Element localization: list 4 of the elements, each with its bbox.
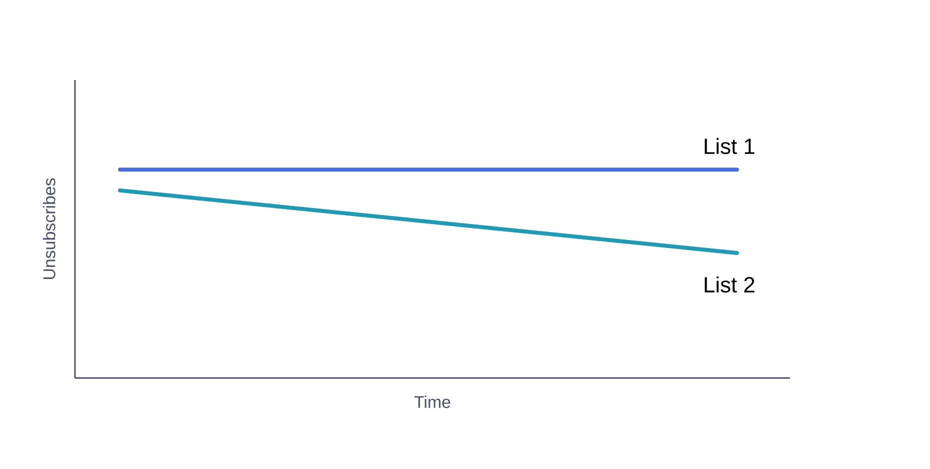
x-axis-title: Time (414, 396, 450, 408)
y-axis-title: Unsubscribes (42, 178, 56, 279)
series-label: List 2 (704, 276, 754, 293)
series-label: List 1 (704, 138, 754, 154)
